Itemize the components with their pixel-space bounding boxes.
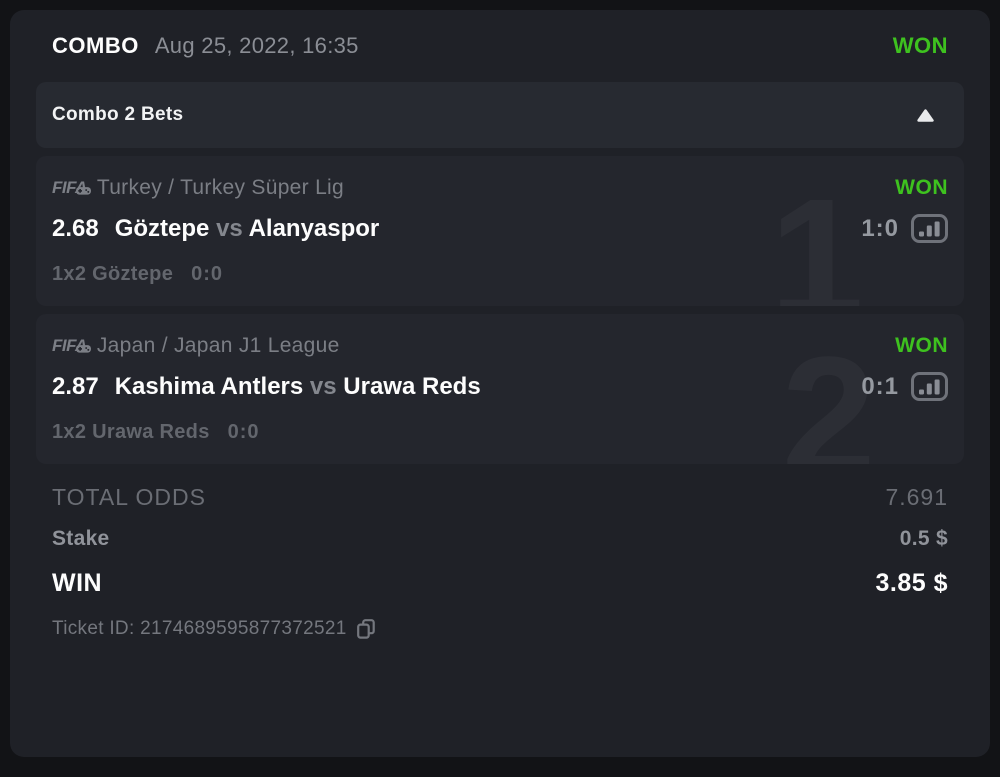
market-selection: 1x2 Göztepe: [52, 263, 174, 285]
vs-label: vs: [309, 372, 337, 400]
ticket-header: COMBO Aug 25, 2022, 16:35 WON: [36, 10, 964, 82]
win-label: WIN: [52, 569, 103, 597]
copy-ticket-id-button[interactable]: [356, 619, 375, 639]
vs-label: vs: [216, 214, 243, 242]
fifa-esports-icon: FIFA: [52, 336, 91, 356]
match-stats-button[interactable]: [911, 214, 948, 243]
bet-ticket-panel: COMBO Aug 25, 2022, 16:35 WON Combo 2 Be…: [10, 10, 990, 757]
gamepad-icon: [75, 183, 91, 201]
league-name: Turkey / Turkey Süper Lig: [96, 176, 344, 199]
selection-score: 0:0: [191, 263, 224, 285]
match-score: 1:0: [861, 214, 899, 242]
total-odds-label: TOTAL ODDS: [52, 484, 206, 510]
stake-value: 0.5 $: [899, 527, 948, 550]
market-selection: 1x2 Urawa Reds: [52, 421, 210, 443]
match-name: Kashima Antlers vs Urawa Reds: [114, 372, 481, 400]
bet-type-label: COMBO: [52, 33, 139, 58]
bet-status-badge: WON: [895, 176, 948, 199]
bet-odds: 2.68: [52, 214, 99, 242]
combo-bets-label: Combo 2 Bets: [52, 104, 184, 125]
gamepad-icon: [75, 341, 91, 359]
ticket-status-badge: WON: [892, 33, 948, 58]
ticket-summary: TOTAL ODDS 7.691 Stake 0.5 $ WIN 3.85 $ …: [36, 464, 964, 640]
match-stats-button[interactable]: [911, 372, 948, 401]
bet-card-2: 2 FIFA Japan / Japan J1 League WON 2.87: [36, 314, 964, 464]
total-odds-value: 7.691: [885, 484, 948, 510]
stake-label: Stake: [52, 527, 110, 550]
chevron-up-icon: [917, 108, 934, 122]
league-name: Japan / Japan J1 League: [96, 334, 340, 357]
bet-card-1: 1 FIFA Turkey / Turkey Süper Lig WON 2.6: [36, 156, 964, 306]
win-value: 3.85 $: [875, 569, 948, 597]
fifa-esports-icon: FIFA: [52, 178, 91, 198]
selection-score: 0:0: [227, 421, 260, 443]
bet-status-badge: WON: [895, 334, 948, 357]
match-score: 0:1: [861, 372, 899, 400]
ticket-id: Ticket ID: 2174689595877372521: [52, 618, 347, 639]
combo-bets-toggle[interactable]: Combo 2 Bets: [36, 82, 964, 148]
ticket-datetime: Aug 25, 2022, 16:35: [154, 33, 359, 58]
bet-odds: 2.87: [52, 372, 99, 400]
match-name: Göztepe vs Alanyaspor: [114, 214, 380, 242]
